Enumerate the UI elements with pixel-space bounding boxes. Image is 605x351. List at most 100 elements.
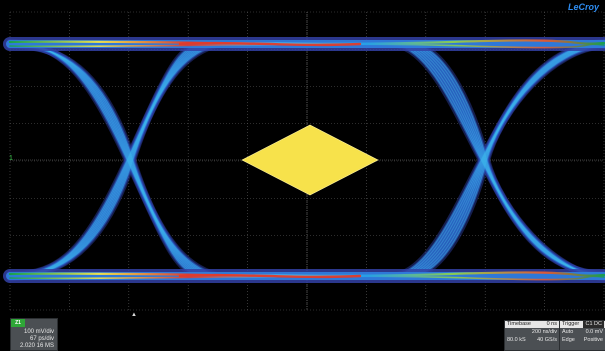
eye-edge-trace [400, 40, 605, 280]
trigger-label: Trigger [562, 321, 580, 327]
eye-edge-trace [8, 41, 209, 278]
eye-edge-trace [6, 40, 211, 279]
mask-diamond [241, 124, 379, 196]
trigger-box[interactable]: Trigger C1 DC Auto 0.0 mV Edge Positive [559, 320, 605, 351]
eye-edge-trace [6, 40, 205, 278]
eye-edge-trace [397, 42, 605, 277]
trigger-type: Edge [562, 337, 575, 343]
eye-edge-trace [400, 43, 605, 276]
eye-edge-trace [403, 43, 605, 277]
eye-edge-trace [402, 42, 605, 278]
eye-edge-trace [409, 44, 605, 277]
channel-sample-count: 2.020 16 MS [19, 343, 54, 349]
eye-edge-trace [6, 41, 220, 280]
eye-edge-trace [397, 43, 605, 276]
eye-edge-trace [6, 40, 214, 280]
timebase-time-div: 200 ns/div [531, 329, 557, 335]
eye-edge-trace [394, 43, 605, 275]
channel-tab: Z1 [11, 319, 25, 327]
eye-edge-trace [6, 40, 214, 280]
eye-edge-trace [9, 43, 202, 275]
eye-edge-trace [394, 41, 605, 277]
eye-edge-trace [9, 43, 208, 277]
timebase-sample-rate: 40 GS/s [537, 337, 557, 343]
eye-edge-trace [6, 38, 205, 280]
channel-scale: 100 mV/div [23, 329, 54, 335]
eye-edge-trace [9, 43, 217, 278]
eye-top-rail [178, 41, 362, 47]
eye-edge-trace [405, 42, 605, 279]
eye-edge-trace [9, 43, 214, 278]
eye-edge-trace [405, 43, 605, 278]
eye-edge-trace [8, 42, 212, 278]
eye-edge-trace [9, 45, 220, 277]
eye-edge-trace [9, 43, 220, 279]
channel-descriptor-box[interactable]: Z1 100 mV/div 67 ps/div 2.020 16 MS [10, 318, 58, 351]
eye-edge-trace [406, 44, 605, 277]
timebase-delay: 0 ns [546, 321, 557, 327]
eye-bottom-rail [8, 271, 605, 277]
eye-edge-trace [6, 39, 208, 280]
eye-edge-trace [8, 41, 206, 278]
eye-bottom-rail [178, 273, 362, 279]
eye-edge-trace [8, 42, 218, 279]
eye-edge-trace [412, 43, 605, 279]
eye-edge-trace [6, 40, 217, 281]
eye-edge-trace [403, 40, 605, 281]
eye-edge-trace [396, 41, 605, 278]
timebase-box[interactable]: Timebase 0 ns 200 ns/div 80.0 kS 40 GS/s [504, 320, 560, 351]
channel-time-scale: 67 ps/div [29, 336, 54, 342]
trigger-slope: Positive [583, 337, 603, 343]
eye-edge-trace [6, 40, 223, 282]
eye-edge-trace [9, 43, 205, 276]
eye-edge-trace [412, 45, 605, 277]
eye-edge-trace [8, 42, 215, 279]
channel-ground-marker[interactable]: 1 [9, 155, 13, 162]
eye-edge-trace [6, 39, 211, 280]
eye-edge-trace [6, 41, 217, 280]
eye-edge-trace [6, 40, 208, 279]
eye-edge-trace [397, 40, 605, 279]
trigger-level: 0.0 mV [585, 329, 603, 335]
eye-edge-trace [411, 42, 605, 280]
timebase-sample-points: 80.0 kS [507, 337, 526, 343]
eye-edge-trace [391, 40, 605, 278]
eye-edge-trace [399, 42, 605, 277]
eye-edge-trace [8, 44, 221, 278]
eye-edge-trace [409, 42, 605, 280]
eye-edge-trace [394, 39, 605, 280]
eye-edge-trace [400, 42, 605, 277]
eye-edge-trace [8, 42, 203, 276]
eye-edge-trace [9, 43, 214, 277]
eye-edge-trace [8, 43, 218, 278]
trigger-position-marker[interactable]: ▲ [131, 312, 137, 318]
eye-edge-trace [409, 40, 605, 282]
eye-edge-trace [8, 42, 215, 278]
eye-edge-trace [9, 42, 205, 277]
eye-edge-trace [9, 43, 211, 277]
trigger-mode: Auto [562, 329, 574, 335]
eye-edge-trace [8, 42, 212, 278]
eye-edge-trace [393, 40, 605, 278]
eye-edge-trace [6, 42, 223, 280]
eye-edge-trace [9, 44, 217, 277]
eye-edge-trace [409, 43, 605, 278]
eye-edge-trace [8, 42, 206, 277]
eye-edge-trace [9, 42, 208, 277]
eye-edge-trace [406, 40, 605, 281]
eye-edge-trace [6, 40, 220, 281]
eye-edge-trace [408, 42, 605, 279]
eye-top-rail [8, 39, 605, 45]
eye-edge-trace [406, 41, 605, 280]
trigger-channel: C1 DC [583, 321, 604, 328]
eye-edge-trace [400, 40, 605, 280]
eye-edge-trace [402, 42, 605, 278]
eye-edge-trace [406, 43, 605, 278]
eye-edge-trace [403, 41, 605, 280]
eye-edge-trace [397, 39, 605, 280]
eye-edge-trace [396, 42, 605, 277]
eye-edge-trace [8, 42, 209, 278]
eye-bottom-rail [9, 275, 605, 281]
eye-traces [3, 37, 605, 283]
